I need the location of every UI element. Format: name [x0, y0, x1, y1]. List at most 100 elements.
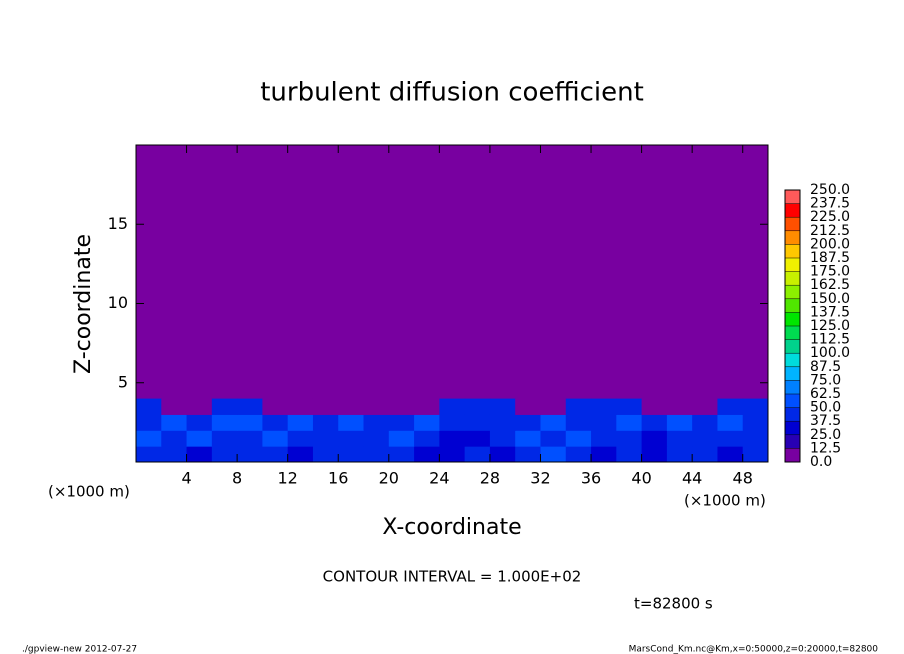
y-tick-label: 5 — [118, 372, 128, 391]
cell — [666, 398, 693, 415]
cell — [363, 414, 390, 431]
cell — [414, 398, 440, 415]
cell — [186, 430, 213, 447]
cell — [439, 430, 466, 447]
colorbar-swatch — [785, 353, 800, 367]
y-axis-label: Z-coordinate — [71, 234, 96, 374]
colorbar-label: 87.5 — [810, 359, 841, 375]
cell — [489, 446, 516, 463]
contour-interval: CONTOUR INTERVAL = 1.000E+02 — [323, 568, 582, 586]
colorbar-label: 237.5 — [810, 196, 850, 212]
colorbar-swatch — [785, 190, 800, 204]
colorbar-label: 175.0 — [810, 264, 850, 280]
cell — [287, 414, 314, 431]
cell — [136, 446, 162, 463]
cell — [136, 430, 162, 447]
colorbar-label: 75.0 — [810, 372, 841, 388]
cell — [515, 446, 541, 463]
cell — [312, 414, 339, 431]
cell — [414, 430, 440, 447]
cell — [186, 398, 213, 415]
cell — [262, 414, 289, 431]
cell — [439, 398, 466, 415]
cell — [262, 430, 289, 447]
y-tick-label: 10 — [108, 293, 128, 312]
colorbar-swatch — [785, 244, 800, 258]
colorbar-swatch — [785, 271, 800, 286]
cell — [692, 446, 718, 463]
colorbar-label: 112.5 — [810, 332, 850, 348]
cell — [565, 446, 592, 463]
cell — [262, 446, 289, 463]
x-tick-label: 32 — [530, 469, 550, 488]
cell — [742, 398, 769, 415]
cell — [591, 398, 617, 415]
cell — [742, 446, 769, 463]
x-tick-label: 24 — [429, 469, 449, 488]
cell — [565, 398, 592, 415]
x-tick-label: 48 — [733, 469, 753, 488]
cell — [338, 430, 365, 447]
cell — [312, 430, 339, 447]
footer-left: ./gpview-new 2012-07-27 — [22, 645, 137, 654]
cell — [439, 446, 466, 463]
cell — [414, 414, 440, 431]
cell — [515, 398, 541, 415]
cell — [717, 414, 744, 431]
cell — [540, 414, 567, 431]
cell — [616, 446, 643, 463]
cell — [641, 414, 668, 431]
cell — [161, 414, 188, 431]
cell — [211, 430, 238, 447]
cell — [692, 414, 718, 431]
colorbar-swatch — [785, 421, 800, 435]
colorbar-swatch — [785, 203, 800, 218]
footer-right: MarsCond_Km.nc@Km,x=0:50000,z=0:20000,t=… — [629, 645, 879, 654]
colorbar-swatch — [785, 448, 800, 462]
cell — [338, 414, 365, 431]
x-axis-label: X-coordinate — [382, 515, 521, 540]
colorbar-label: 0.0 — [810, 454, 832, 470]
cell — [136, 414, 162, 431]
colorbar-label: 100.0 — [810, 345, 850, 361]
colorbar-swatch — [785, 258, 800, 272]
colorbar-label: 187.5 — [810, 250, 850, 266]
cell — [262, 398, 289, 415]
colorbar-swatch — [785, 407, 800, 422]
cell — [464, 430, 491, 447]
cell — [287, 430, 314, 447]
cell — [136, 398, 162, 415]
cell — [312, 398, 339, 415]
cell — [591, 414, 617, 431]
cell — [414, 446, 440, 463]
cell — [641, 430, 668, 447]
colorbar-swatch — [785, 434, 800, 449]
colorbar-label: 137.5 — [810, 304, 850, 320]
colorbar-swatch — [785, 285, 800, 299]
colorbar-label: 125.0 — [810, 318, 850, 334]
cell — [717, 430, 744, 447]
cell — [717, 446, 744, 463]
cell — [540, 398, 567, 415]
y-tick-label: 15 — [108, 214, 128, 233]
cell — [616, 430, 643, 447]
x-tick-label: 20 — [379, 469, 399, 488]
cell — [388, 446, 415, 463]
cell — [388, 430, 415, 447]
cell — [211, 398, 238, 415]
cell — [464, 398, 491, 415]
cell — [464, 414, 491, 431]
colorbar-swatch — [785, 394, 800, 408]
cell — [666, 414, 693, 431]
chart-title: turbulent diffusion coefficient — [260, 78, 644, 108]
cell — [591, 430, 617, 447]
colorbar-swatch — [785, 230, 800, 245]
colorbar-swatch — [785, 217, 800, 231]
x-tick-label: 8 — [232, 469, 242, 488]
cell — [161, 430, 188, 447]
cell — [211, 414, 238, 431]
colorbar-swatch — [785, 312, 800, 326]
colorbar-label: 50.0 — [810, 400, 841, 416]
cell — [338, 398, 365, 415]
cell — [161, 446, 188, 463]
